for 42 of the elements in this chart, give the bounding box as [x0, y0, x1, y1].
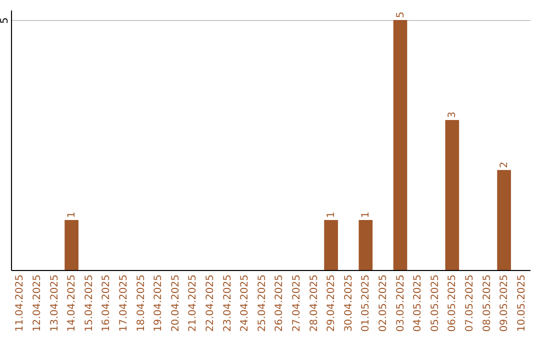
x-tick-label: 13.04.2025	[49, 274, 60, 332]
bar	[445, 120, 460, 270]
x-tick-label: 12.04.2025	[32, 274, 43, 332]
x-tick-label: 07.05.2025	[464, 274, 476, 332]
data-label: 1	[66, 212, 78, 218]
x-tick-label: 03.05.2025	[395, 274, 406, 332]
bar	[358, 220, 373, 270]
x-tick-label: 22.04.2025	[204, 274, 216, 332]
bar	[497, 170, 511, 270]
x-tick-label: 14.04.2025	[66, 274, 78, 332]
x-tick-label: 27.04.2025	[291, 274, 302, 332]
bar	[64, 220, 78, 270]
bar	[324, 220, 338, 270]
x-tick-label: 15.04.2025	[84, 274, 95, 332]
x-tick-label: 28.04.2025	[308, 274, 320, 332]
data-label: 1	[326, 212, 338, 218]
x-tick-label: 26.04.2025	[274, 274, 286, 332]
x-tick-label: 30.04.2025	[343, 274, 354, 332]
x-tick-label: 29.04.2025	[326, 274, 338, 332]
data-label: 3	[447, 112, 458, 118]
x-tick-label: 09.05.2025	[499, 274, 510, 332]
x-tick-label: 24.04.2025	[240, 274, 251, 332]
x-tick-label: 25.04.2025	[256, 274, 268, 332]
x-tick-label: 20.04.2025	[170, 274, 182, 332]
x-tick-label: 02.05.2025	[378, 274, 389, 332]
x-tick-label: 19.04.2025	[153, 274, 164, 332]
x-tick-label: 17.04.2025	[118, 274, 130, 332]
data-label: 1	[360, 212, 372, 218]
x-tick-label: 23.04.2025	[222, 274, 234, 332]
x-tick-label: 18.04.2025	[136, 274, 147, 332]
data-label: 2	[499, 162, 510, 168]
x-tick-label: 04.05.2025	[412, 274, 424, 332]
x-tick-label: 16.04.2025	[101, 274, 112, 332]
x-tick-label: 01.05.2025	[360, 274, 372, 332]
x-tick-label: 06.05.2025	[447, 274, 458, 332]
x-tick-label: 10.05.2025	[516, 274, 528, 332]
bar	[393, 20, 408, 270]
x-tick-label: 11.04.2025	[14, 274, 26, 332]
data-label: 5	[395, 12, 406, 18]
x-tick-label: 21.04.2025	[188, 274, 199, 332]
x-tick-label: 05.05.2025	[430, 274, 441, 332]
x-tick-label: 08.05.2025	[482, 274, 493, 332]
